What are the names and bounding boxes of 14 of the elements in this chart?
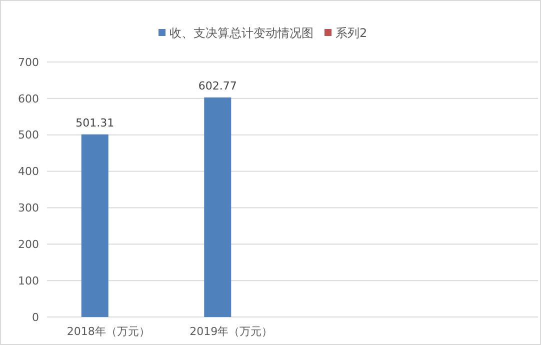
y-tick-label: 600 (18, 92, 39, 106)
y-tick-label: 500 (18, 128, 39, 142)
y-tick-label: 200 (18, 238, 39, 251)
data-label: 501.31 (76, 116, 114, 130)
y-tick-label: 300 (18, 202, 39, 215)
x-tick-label: 2018年（万元） (66, 325, 150, 338)
y-tick-label: 0 (32, 310, 39, 324)
y-tick-label: 700 (18, 56, 39, 69)
legend-label: 收、支决算总计变动情况图 (170, 26, 314, 40)
data-label: 602.77 (198, 79, 237, 92)
y-tick-label: 100 (18, 274, 39, 288)
legend-label: 系列2 (336, 26, 368, 40)
y-tick-label: 400 (18, 165, 39, 178)
x-tick-label: 2019年（万元） (190, 325, 273, 338)
